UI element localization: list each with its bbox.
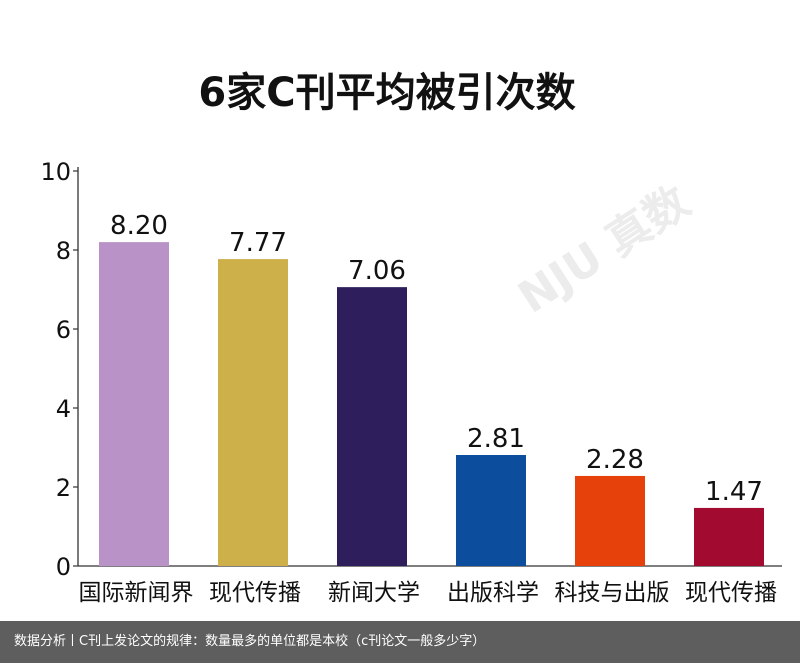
bar [456, 455, 526, 566]
x-category-label: 现代传播 [685, 580, 777, 606]
bar [99, 242, 169, 566]
footer-caption: 数据分析丨C刊上发论文的规律：数量最多的单位都是本校（c刊论文一般多少字） [0, 621, 800, 663]
x-category-label: 出版科学 [447, 580, 539, 606]
y-tick-label: 8 [56, 237, 71, 265]
y-tick-label: 6 [56, 316, 71, 344]
x-category-label: 国际新闻界 [79, 580, 194, 606]
x-category-label: 现代传播 [209, 580, 301, 606]
axes: 0 2 4 6 8 10 [40, 158, 782, 581]
bar-value-label: 1.47 [705, 477, 763, 507]
y-tick-label: 10 [40, 158, 71, 186]
bar-value-label: 8.20 [110, 211, 168, 241]
bars-group: 8.20 国际新闻界 7.77 现代传播 7.06 新闻大学 2.81 出版科学 2.28 科技与… [79, 211, 778, 606]
bar [337, 287, 407, 566]
bar-chart: 6家C刊平均被引次数 NJU 真数 0 2 4 6 8 10 8.20 国际新闻界 7.77 现… [40, 70, 782, 606]
bar [575, 475, 645, 566]
watermark: NJU 真数 [510, 176, 699, 323]
chart-title: 6家C刊平均被引次数 [198, 70, 575, 116]
bar-value-label: 7.77 [229, 228, 287, 258]
bar-value-label: 7.06 [348, 256, 406, 286]
y-tick-label: 2 [56, 474, 71, 502]
bar-value-label: 2.28 [586, 445, 644, 475]
y-tick-label: 4 [56, 395, 71, 423]
bar-value-label: 2.81 [467, 424, 525, 454]
x-category-label: 科技与出版 [555, 580, 670, 606]
y-tick-label: 0 [56, 553, 71, 581]
bar [218, 259, 288, 566]
bar [694, 507, 764, 566]
x-category-label: 新闻大学 [328, 580, 420, 606]
